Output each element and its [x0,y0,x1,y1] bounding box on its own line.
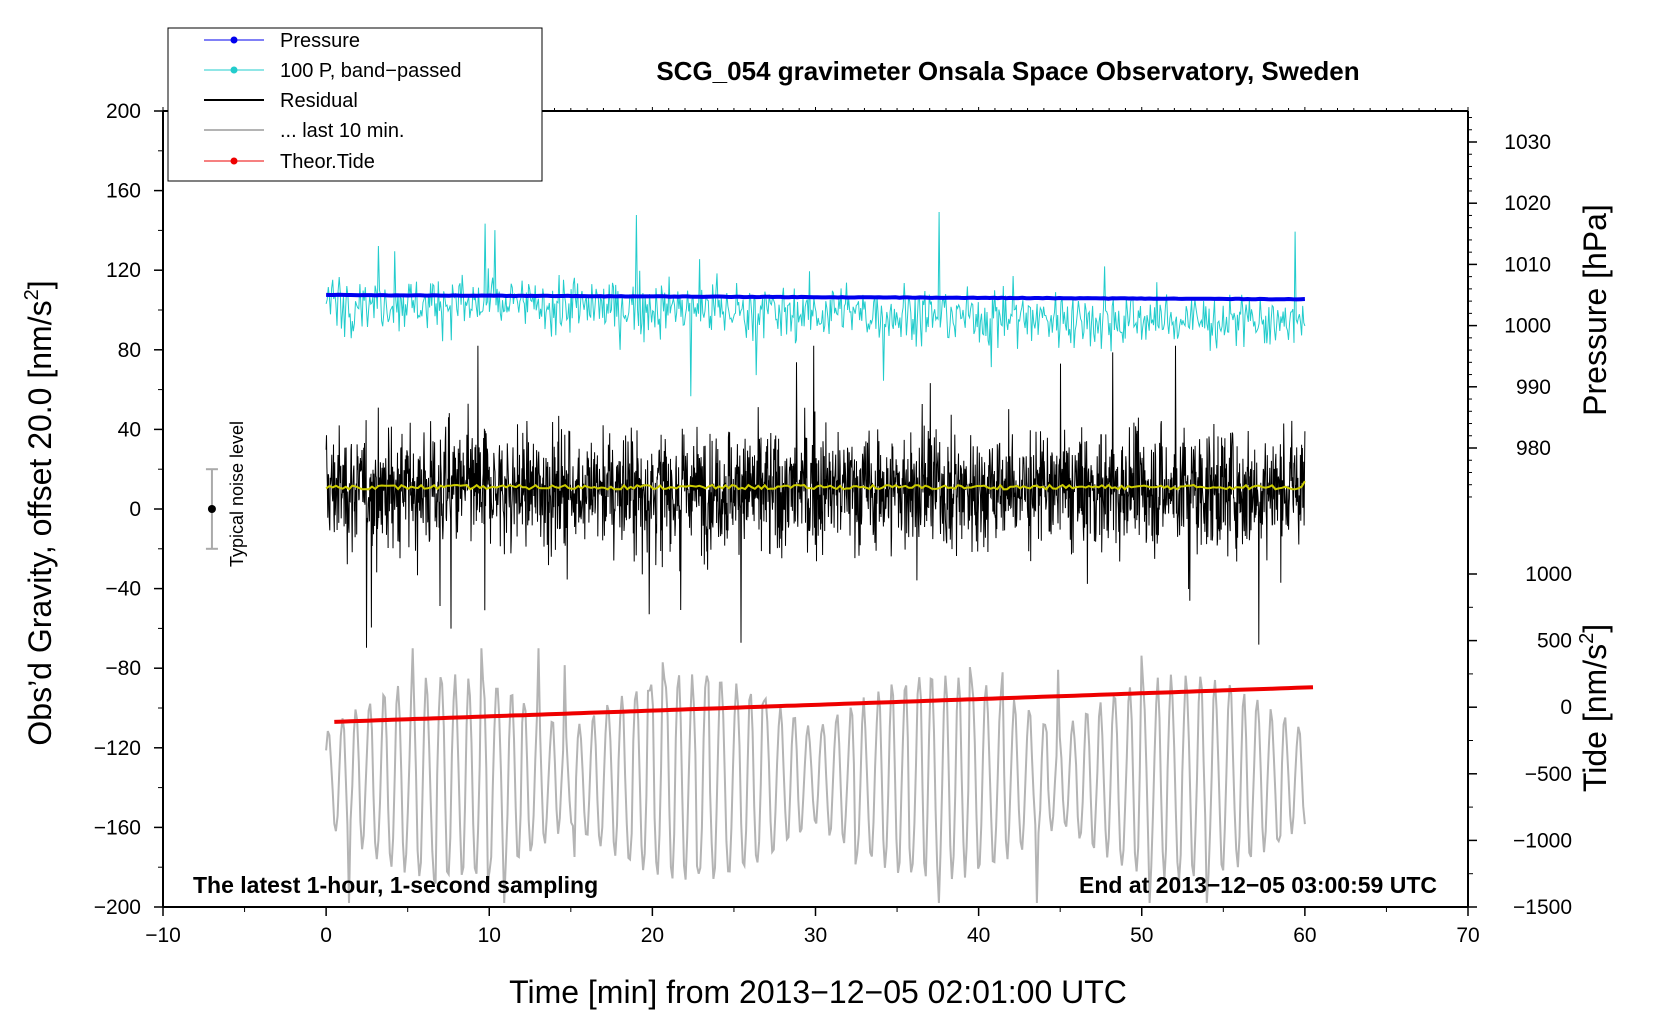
pressure-tick-label: 1000 [1504,315,1551,338]
x-tick-label: 50 [1130,924,1153,947]
y-label-left-main: Obs’d Gravity, offset 20.0 [nm/s [22,300,58,745]
legend-box [167,27,543,182]
tide-tick-label: −1500 [1513,896,1572,919]
series-last-10-min [325,648,1306,904]
y-label-tide-sup: 2 [1576,633,1598,644]
legend-label-last10: ... last 10 min. [280,120,405,142]
x-tick-label: 70 [1456,924,1479,947]
y-label-tide-end: ] [1577,624,1613,633]
series-theor-tide [334,685,1314,724]
legend-item-bandpassed: 100 P, band−passed [204,60,461,82]
y-axis-label-left: Obs’d Gravity, offset 20.0 [nm/s2] [21,280,58,745]
series-layer [325,211,1306,904]
pressure-tick-label: 1020 [1504,192,1551,215]
legend-marker-bandpassed [230,66,238,74]
tide-tick-label: 0 [1560,696,1572,719]
series-residual [325,345,1306,648]
legend-marker-pressure [230,36,238,44]
x-axis-label: Time [min] from 2013−12−05 02:01:00 UTC [509,974,1127,1010]
chart-title: SCG_054 gravimeter Onsala Space Observat… [656,56,1359,86]
y-label-tide-main: Tide [nm/s [1577,644,1613,792]
legend-label-residual: Residual [280,90,358,112]
x-tick-label: 40 [967,924,990,947]
y-left-tick-label: −160 [94,816,141,839]
y-left-tick-label: −200 [94,896,141,919]
legend-label-tide: Theor.Tide [280,151,375,173]
x-tick-label: 0 [320,924,332,947]
y-left-tick-label: 120 [106,259,141,282]
noise-label: Typical noise level [227,421,247,567]
pressure-tick-label: 990 [1516,376,1551,399]
y-left-tick-label: 0 [129,498,141,521]
y-label-left-end: ] [22,280,58,289]
tide-layer [334,685,1314,724]
y-left-tick-label: 40 [118,418,141,441]
legend-label-bandpassed: 100 P, band−passed [280,60,461,82]
pressure-tick-label: 1030 [1504,131,1551,154]
noise-center-dot [207,505,216,513]
legend-marker-tide [230,157,238,165]
legend-item-tide: Theor.Tide [204,151,375,173]
legend: Pressure 100 P, band−passed Residual ...… [167,27,543,182]
series-residual-smoothed [325,480,1306,491]
y-label-left-sup: 2 [21,289,43,300]
legend-label-pressure: Pressure [280,30,360,52]
y-left-tick-label: −80 [105,657,141,680]
x-tick-label: 60 [1293,924,1316,947]
annotation-right: End at 2013−12−05 03:00:59 UTC [1079,872,1437,898]
y-left-tick-label: 160 [106,180,141,203]
tide-tick-label: 1000 [1525,563,1572,586]
x-tick-label: 20 [641,924,664,947]
y-left-tick-label: −120 [94,737,141,760]
series-pressure [326,292,1305,302]
legend-item-pressure: Pressure [204,30,360,52]
y-left-tick-label: 200 [106,100,141,123]
y-left-tick-label: 80 [118,339,141,362]
pressure-tick-label: 980 [1516,437,1551,460]
y-left-tick-label: −40 [105,578,141,601]
legend-item-residual: Residual [204,90,358,112]
x-tick-label: −10 [145,924,181,947]
x-tick-label: 30 [804,924,827,947]
tide-tick-label: −1000 [1513,829,1572,852]
axes-layer: −10 0 10 20 30 40 50 60 7020016012080400−40−80−1… [94,100,1572,947]
noise-indicator: Typical noise level [205,421,247,567]
annotation-left: The latest 1-hour, 1-second sampling [193,872,598,898]
series-bandpassed [325,211,1306,397]
x-tick-label: 10 [478,924,501,947]
tide-tick-label: 500 [1537,630,1572,653]
pressure-tick-label: 1010 [1504,253,1551,276]
y-axis-label-tide: Tide [nm/s2] [1576,624,1613,792]
legend-item-last10: ... last 10 min. [204,120,405,142]
tide-tick-label: −500 [1525,763,1572,786]
y-axis-label-pressure: Pressure [hPa] [1577,204,1613,416]
